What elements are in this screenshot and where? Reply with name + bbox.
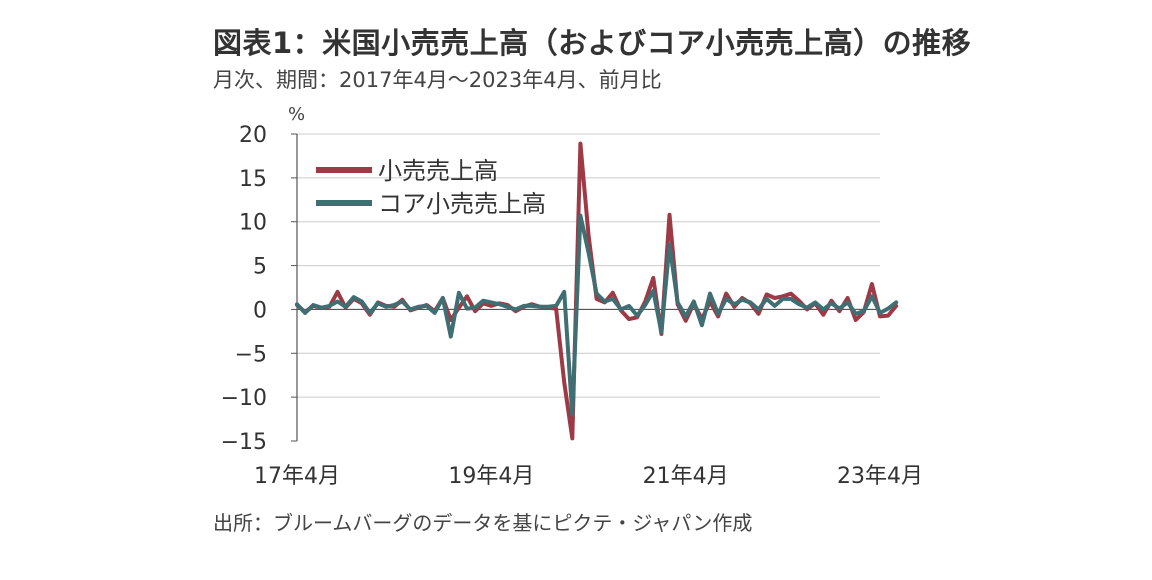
y-tick-label: 5 (253, 255, 267, 280)
x-tick-label: 17年4月 (254, 464, 340, 489)
y-axis-unit: % (288, 104, 306, 125)
y-tick-label: 0 (253, 298, 267, 323)
series-line-core-retail-sales (295, 213, 899, 417)
x-tick-label: 19年4月 (448, 464, 534, 489)
y-tick-label: 10 (239, 211, 267, 236)
source-note: 出所：ブルームバーグのデータを基にピクテ・ジャパン作成 (213, 511, 753, 535)
y-tick-label: −5 (235, 342, 267, 367)
x-tick-label: 21年4月 (643, 464, 729, 489)
y-tick-label: 20 (239, 123, 267, 148)
x-tick-label: 23年4月 (837, 464, 923, 489)
y-tick-label: −10 (221, 386, 267, 411)
series-lines (295, 141, 899, 441)
y-tick-label: 15 (239, 167, 267, 192)
legend-label: 小売売上高 (378, 157, 498, 185)
chart-title: 図表1：米国小売売上高（およびコア小売売上高）の推移 (213, 26, 972, 60)
y-tick-label: −15 (221, 430, 267, 455)
axes: 20 15 10 5 0 −5 −10 −15 17年4月 19年4月 21年4月 23年4月 (221, 123, 923, 489)
legend-label: コア小売売上高 (378, 190, 546, 218)
chart-subtitle: 月次、期間：2017年4月～2023年4月、前月比 (213, 68, 662, 92)
